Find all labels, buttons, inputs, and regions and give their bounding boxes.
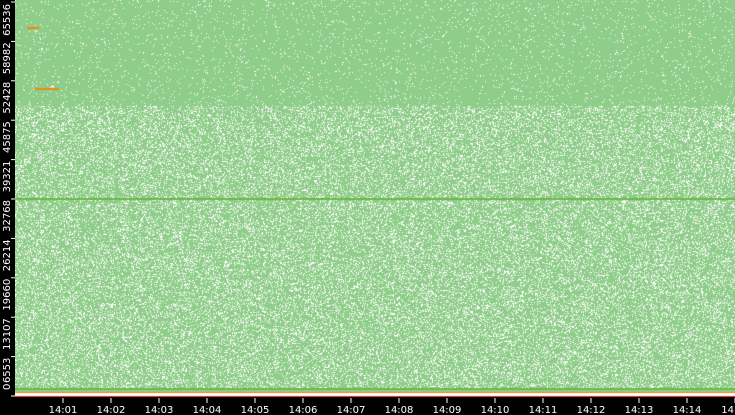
x-tick-label: 14:02: [97, 405, 126, 415]
x-tick-label: 14:04: [193, 405, 222, 415]
y-tick-label: 32768: [2, 200, 13, 232]
y-tick-label: 13107: [2, 318, 13, 350]
y-tick-label: 39321: [2, 161, 13, 193]
x-tick-label: 14:14: [673, 405, 702, 415]
x-tick-label: 14:10: [481, 405, 510, 415]
heatmap-plot-area: [15, 0, 735, 397]
y-tick-label: 6553: [2, 358, 13, 383]
x-tick-label: 14:12: [577, 405, 606, 415]
y-tick-label: 52428: [2, 82, 13, 114]
x-tick-label: 14: [721, 405, 734, 415]
y-tick-label: 0: [2, 384, 13, 390]
x-tick-label: 14:09: [433, 405, 462, 415]
x-tick-label: 14:11: [529, 405, 558, 415]
x-tick-label: 14:01: [49, 405, 78, 415]
x-axis: 14:01 14:02 14:03 14:04 14:05 14:06 14:07 14:08…: [49, 398, 735, 415]
x-tick-label: 14:13: [625, 405, 654, 415]
y-tick-label: 65536: [2, 4, 13, 36]
x-tick-label: 14:08: [385, 405, 414, 415]
x-tick-label: 14:07: [337, 405, 366, 415]
x-tick-label: 14:03: [145, 405, 174, 415]
y-tick-label: 45875: [2, 121, 13, 153]
x-tick-label: 14:05: [241, 405, 270, 415]
x-tick-label: 14:06: [289, 405, 318, 415]
y-tick-label: 26214: [2, 239, 13, 271]
y-tick-label: 58982: [2, 42, 13, 74]
y-tick-label: 19660: [2, 279, 13, 311]
